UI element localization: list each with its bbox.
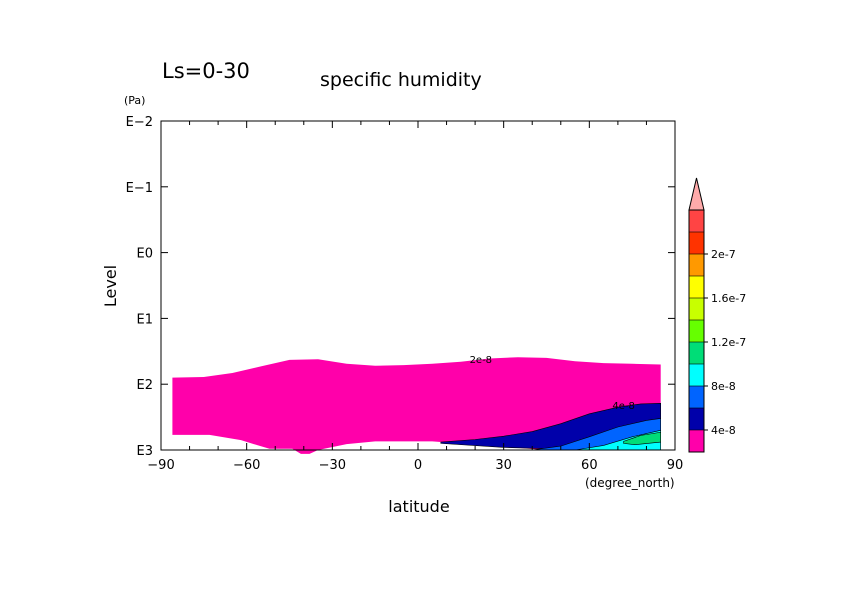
contour-region-5 <box>623 431 662 446</box>
contour-label: 2e-8 <box>470 355 493 366</box>
colorbar-label: 4e-8 <box>711 424 736 437</box>
y-tick-label: E3 <box>137 444 154 459</box>
colorbar-segment <box>689 430 704 452</box>
colorbar-label: 2e-7 <box>711 248 736 261</box>
chart-title: specific humidity <box>320 69 482 91</box>
colorbar-segment <box>689 342 704 364</box>
colorbar-label: 1.6e-7 <box>711 292 746 305</box>
colorbar-segment <box>689 408 704 430</box>
x-tick-label: −90 <box>147 458 174 473</box>
colorbar-segment <box>689 320 704 342</box>
x-tick-label: −30 <box>319 458 346 473</box>
colorbar-segment <box>689 276 704 298</box>
colorbar-label: 8e-8 <box>711 380 736 393</box>
colorbar: 4e-8 8e-8 1.2e-7 1.6e-7 2e-7 <box>688 177 746 453</box>
x-axis-unit: (degree_north) <box>585 476 675 490</box>
y-unit-label: (Pa) <box>124 94 145 107</box>
x-tick-label: 60 <box>581 458 598 473</box>
y-axis-label: Level <box>101 265 120 307</box>
x-axis: −90 −60 −30 0 30 60 90 <box>147 121 683 473</box>
y-tick-label: E1 <box>137 312 154 327</box>
filled-contour-regions <box>172 357 662 454</box>
colorbar-segment <box>689 210 704 232</box>
y-tick-label: E0 <box>137 247 154 262</box>
y-tick-label: E−1 <box>126 181 153 196</box>
contour-labels: 2e-8 4e-8 <box>470 355 635 412</box>
colorbar-segment <box>689 232 704 254</box>
colorbar-frame <box>688 209 705 453</box>
colorbar-segment <box>689 386 704 408</box>
y-axis: E−2 E−1 E0 E1 E2 E3 <box>126 115 675 459</box>
colorbar-segment <box>689 364 704 386</box>
contour-label: 4e-8 <box>612 401 635 412</box>
y-tick-label: E−2 <box>126 115 153 130</box>
x-tick-label: −60 <box>233 458 260 473</box>
colorbar-segment <box>689 254 704 276</box>
y-tick-label: E2 <box>137 378 154 393</box>
colorbar-segment <box>689 298 704 320</box>
colorbar-label: 1.2e-7 <box>711 336 746 349</box>
season-label: Ls=0-30 <box>162 59 250 83</box>
x-tick-label: 90 <box>667 458 684 473</box>
x-tick-label: 0 <box>414 458 422 473</box>
x-axis-label: latitude <box>388 497 449 516</box>
x-tick-label: 30 <box>495 458 512 473</box>
